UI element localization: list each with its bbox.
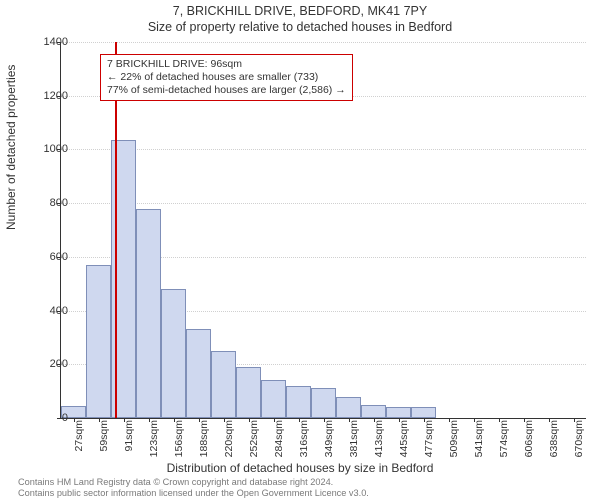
histogram-bar — [261, 380, 286, 418]
xtick-label: 27sqm — [73, 420, 85, 460]
gridline — [61, 42, 586, 43]
infobox-line-larger: 77% of semi-detached houses are larger (… — [107, 84, 346, 97]
xtick-label: 445sqm — [398, 420, 410, 460]
xtick-label: 91sqm — [123, 420, 135, 460]
gridline — [61, 149, 586, 150]
xtick-label: 413sqm — [373, 420, 385, 460]
chart-title-subtitle: Size of property relative to detached ho… — [0, 18, 600, 34]
xtick-label: 349sqm — [323, 420, 335, 460]
info-callout-box: 7 BRICKHILL DRIVE: 96sqm ← 22% of detach… — [100, 54, 353, 101]
footer-line2: Contains public sector information licen… — [18, 488, 369, 499]
histogram-bar — [286, 386, 311, 418]
xtick-label: 252sqm — [248, 420, 260, 460]
histogram-bar — [236, 367, 261, 418]
histogram-bar — [386, 407, 411, 418]
histogram-bar — [161, 289, 186, 418]
ytick-label: 600 — [28, 251, 68, 263]
xtick-label: 284sqm — [273, 420, 285, 460]
ytick-label: 400 — [28, 305, 68, 317]
ytick-label: 1200 — [28, 90, 68, 102]
histogram-bar — [136, 209, 161, 418]
xtick-label: 574sqm — [498, 420, 510, 460]
footer-line1: Contains HM Land Registry data © Crown c… — [18, 477, 369, 488]
xtick-label: 156sqm — [173, 420, 185, 460]
histogram-bar — [311, 388, 336, 418]
ytick-label: 1000 — [28, 143, 68, 155]
xtick-label: 606sqm — [523, 420, 535, 460]
infobox-line-property: 7 BRICKHILL DRIVE: 96sqm — [107, 58, 346, 71]
histogram-bar — [86, 265, 111, 418]
histogram-bar — [361, 405, 386, 418]
infobox-line-smaller: ← 22% of detached houses are smaller (73… — [107, 71, 346, 84]
ytick-label: 0 — [28, 412, 68, 424]
y-axis-label: Number of detached properties — [4, 65, 18, 230]
histogram-bar — [336, 397, 361, 418]
xtick-label: 509sqm — [448, 420, 460, 460]
xtick-label: 381sqm — [348, 420, 360, 460]
chart-title-address: 7, BRICKHILL DRIVE, BEDFORD, MK41 7PY — [0, 0, 600, 18]
footer-attribution: Contains HM Land Registry data © Crown c… — [18, 477, 369, 499]
xtick-label: 477sqm — [423, 420, 435, 460]
histogram-bar — [186, 329, 211, 418]
xtick-label: 316sqm — [298, 420, 310, 460]
histogram-bar — [411, 407, 436, 418]
xtick-label: 123sqm — [148, 420, 160, 460]
x-axis-label: Distribution of detached houses by size … — [0, 461, 600, 475]
ytick-label: 800 — [28, 197, 68, 209]
xtick-label: 220sqm — [223, 420, 235, 460]
gridline — [61, 203, 586, 204]
property-size-chart: 7, BRICKHILL DRIVE, BEDFORD, MK41 7PY Si… — [0, 0, 600, 500]
histogram-bar — [211, 351, 236, 418]
xtick-label: 541sqm — [473, 420, 485, 460]
ytick-label: 1400 — [28, 36, 68, 48]
ytick-label: 200 — [28, 358, 68, 370]
xtick-label: 59sqm — [98, 420, 110, 460]
xtick-label: 638sqm — [548, 420, 560, 460]
xtick-label: 188sqm — [198, 420, 210, 460]
xtick-label: 670sqm — [573, 420, 585, 460]
